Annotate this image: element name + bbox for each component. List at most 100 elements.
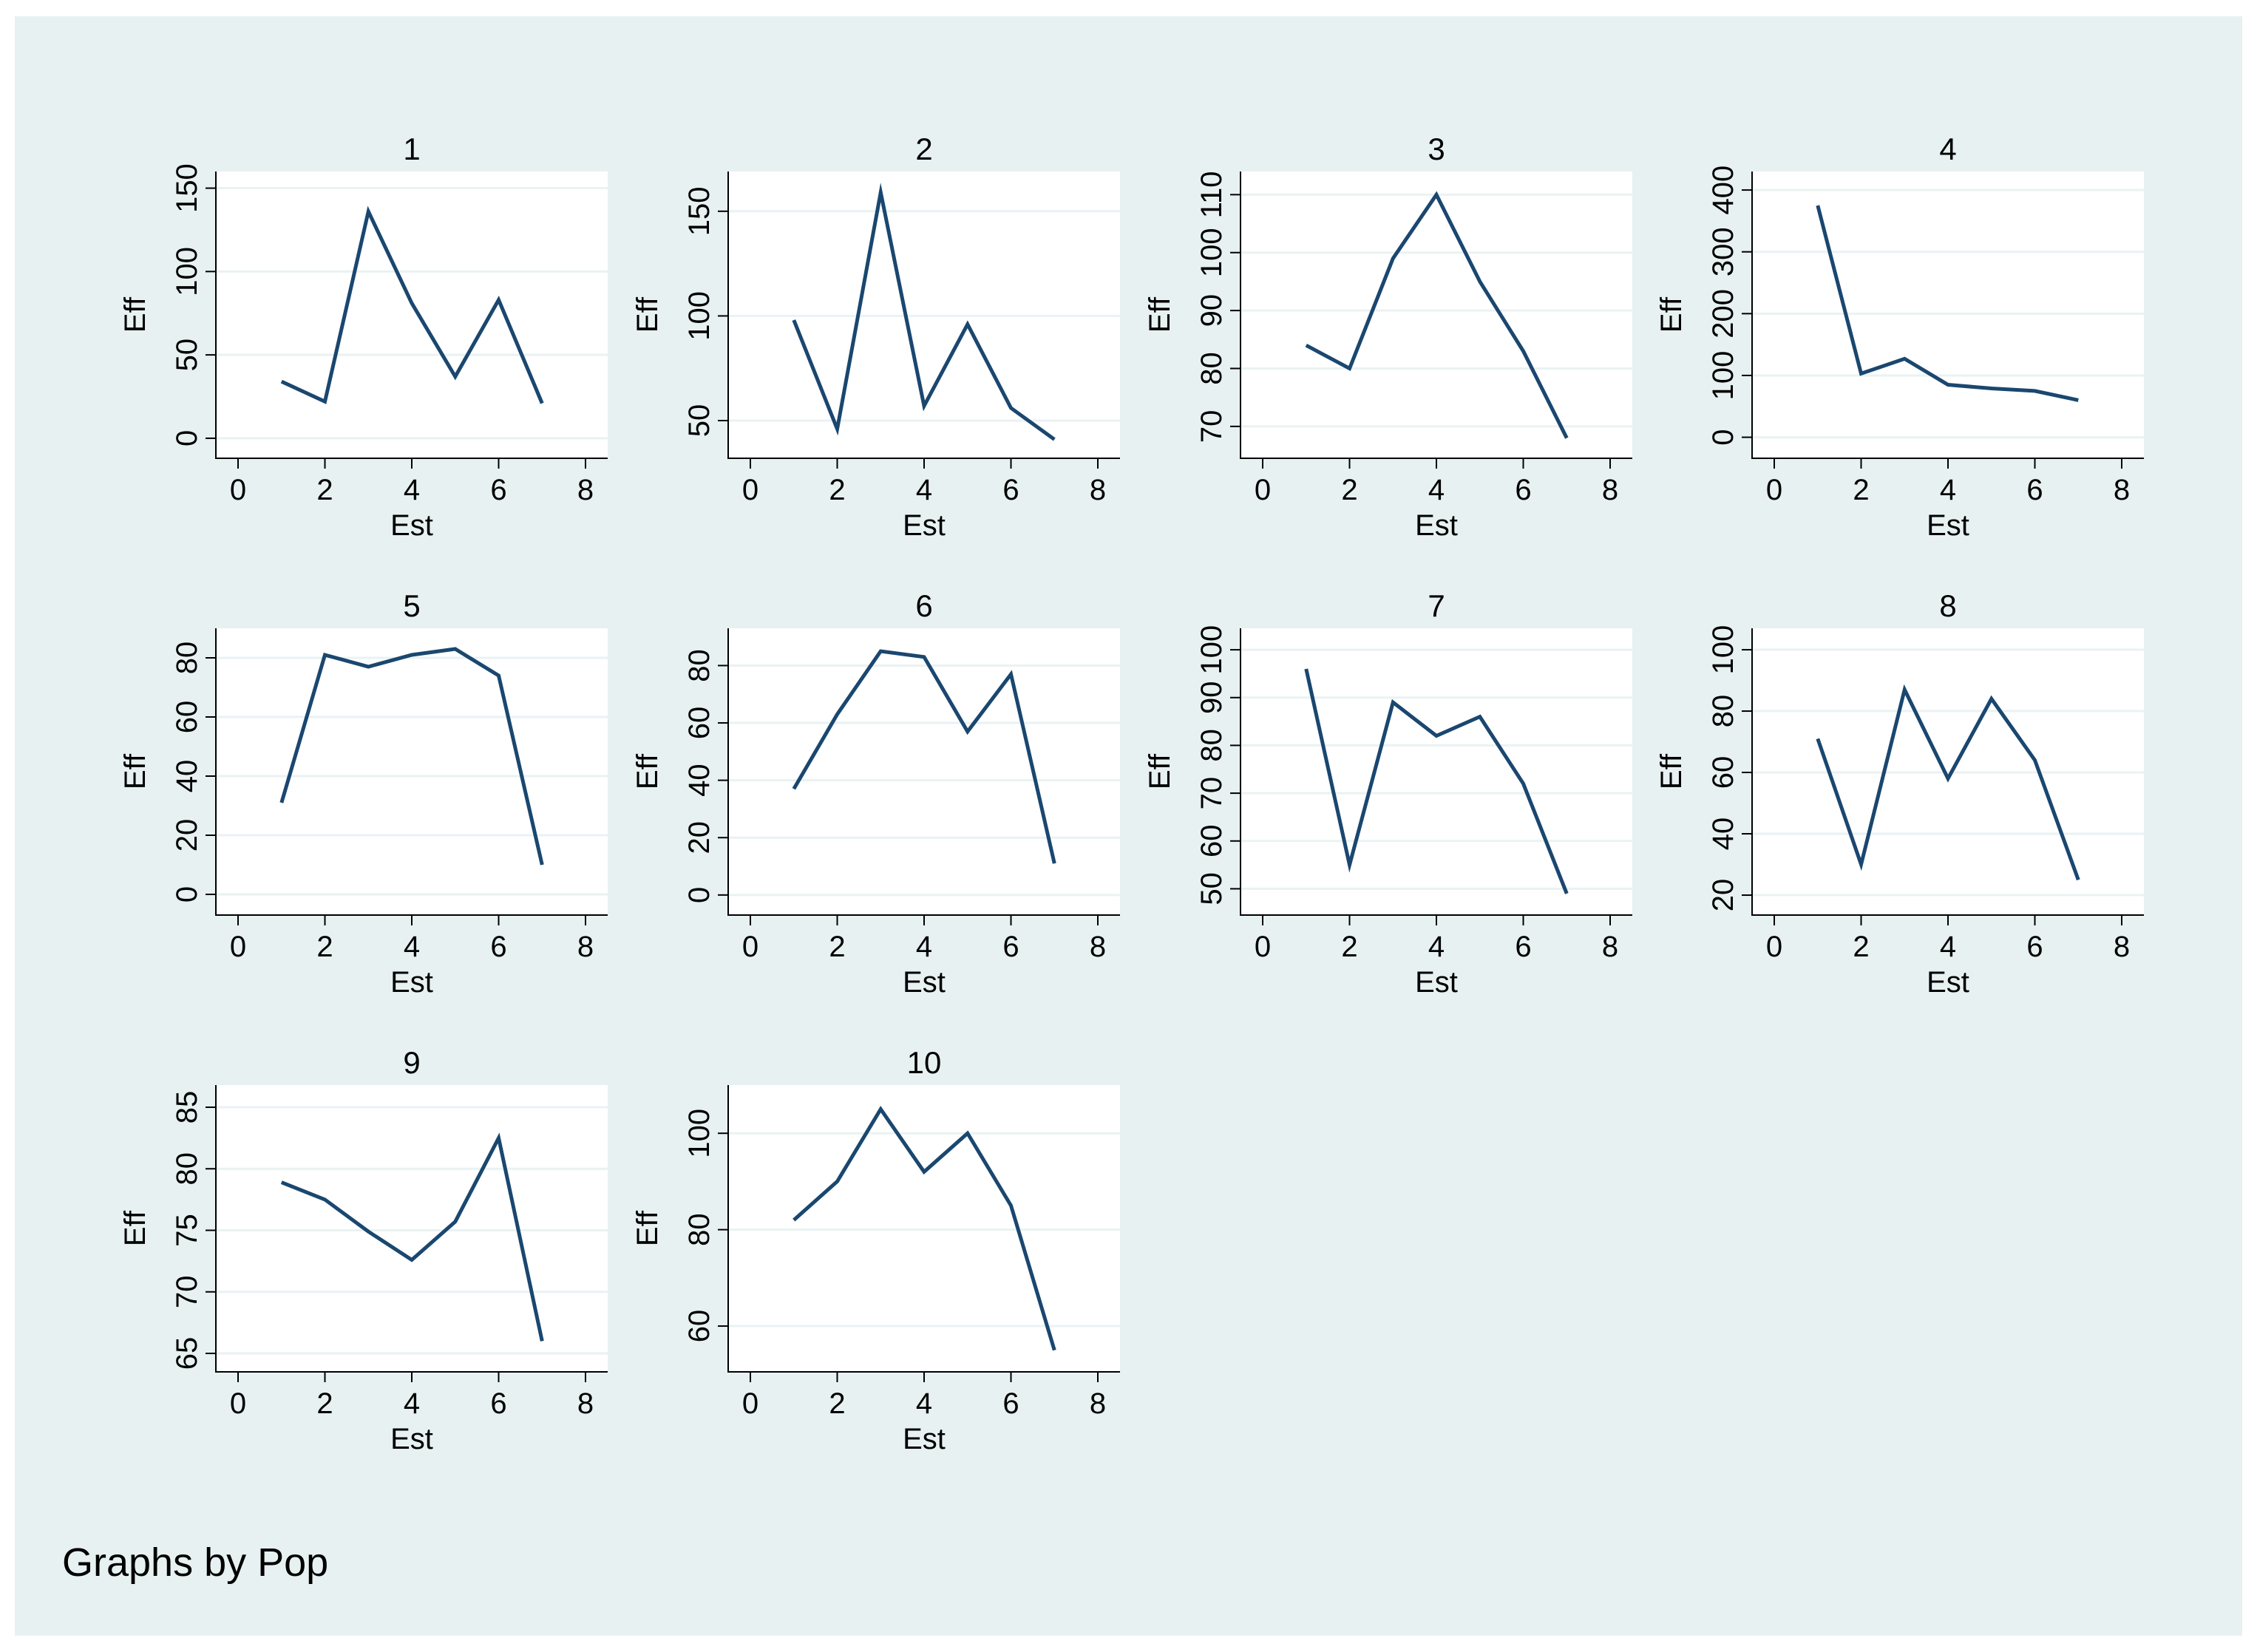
- data-point: [498, 1137, 500, 1140]
- y-tick-label: 80: [683, 649, 716, 682]
- x-tick-label: 8: [577, 931, 594, 963]
- y-tick-label: 0: [171, 430, 203, 446]
- data-point: [454, 647, 457, 650]
- data-point: [1816, 737, 1819, 740]
- y-tick-label: 200: [1707, 289, 1740, 339]
- x-tick-label: 6: [2026, 474, 2043, 506]
- panel-2: 0 2 4 6 8 50 100 150 2 Est Eff: [631, 132, 1120, 542]
- y-tick-label: 80: [1195, 352, 1228, 384]
- data-point: [1479, 280, 1482, 283]
- x-tick-label: 2: [1341, 474, 1357, 506]
- y-tick-label: 20: [1707, 879, 1740, 912]
- x-tick-label: 8: [577, 1387, 594, 1420]
- x-tick-label: 6: [1515, 931, 1531, 963]
- x-tick-label: 2: [1853, 931, 1869, 963]
- x-tick-label: 4: [1428, 931, 1445, 963]
- data-point: [367, 1230, 370, 1233]
- data-point: [1435, 735, 1438, 738]
- y-tick-label: 70: [1195, 410, 1228, 443]
- y-tick-label: 50: [1195, 872, 1228, 905]
- x-tick-label: 4: [404, 931, 420, 963]
- data-point: [1391, 701, 1394, 704]
- y-axis-title: Eff: [631, 1210, 664, 1246]
- panel-title: 9: [403, 1045, 420, 1080]
- data-point: [1305, 667, 1308, 670]
- x-axis-title: Est: [1927, 966, 1969, 999]
- y-tick-label: 60: [1707, 756, 1740, 789]
- data-point: [1990, 387, 1993, 390]
- data-point: [1010, 673, 1013, 676]
- data-point: [280, 1181, 283, 1184]
- y-tick-label: 40: [683, 764, 716, 797]
- data-point: [1565, 437, 1568, 440]
- x-tick-label: 2: [829, 931, 845, 963]
- series-line: [792, 183, 1056, 441]
- y-tick-label: 0: [683, 887, 716, 903]
- x-tick-label: 6: [2026, 931, 2043, 963]
- data-point: [1903, 688, 1906, 691]
- data-point: [454, 1220, 457, 1223]
- y-tick-label: 40: [171, 760, 203, 793]
- x-tick-label: 4: [916, 474, 932, 506]
- plot-area: [1752, 171, 2144, 458]
- y-tick-label: 75: [171, 1214, 203, 1247]
- y-tick-label: 150: [683, 186, 716, 236]
- y-tick-label: 100: [171, 247, 203, 296]
- data-point: [1522, 350, 1525, 353]
- panel-title: 1: [403, 132, 420, 166]
- data-point: [1305, 344, 1308, 347]
- data-point: [879, 1108, 882, 1111]
- series-line: [280, 205, 544, 404]
- x-axis-title: Est: [1927, 509, 1969, 542]
- data-point: [540, 1339, 543, 1342]
- data-point: [966, 323, 969, 326]
- panel-8: 0 2 4 6 8 20 40 60 80 100 8 Est Eff: [1655, 588, 2144, 999]
- y-axis-title: Eff: [119, 296, 152, 333]
- x-tick-label: 2: [316, 474, 333, 506]
- y-tick-label: 20: [171, 819, 203, 852]
- x-axis-title: Est: [903, 509, 946, 542]
- data-point: [367, 210, 370, 213]
- y-tick-label: 400: [1707, 166, 1740, 215]
- y-tick-label: 100: [1707, 351, 1740, 401]
- data-point: [410, 1258, 413, 1261]
- x-tick-label: 8: [1090, 931, 1106, 963]
- series-line: [1816, 684, 2080, 881]
- data-point: [836, 1180, 839, 1183]
- x-tick-label: 2: [1341, 931, 1357, 963]
- x-tick-label: 4: [1428, 474, 1445, 506]
- y-axis-title: Eff: [119, 1210, 152, 1246]
- y-tick-label: 60: [683, 707, 716, 740]
- data-point: [1010, 407, 1013, 409]
- x-axis-title: Est: [390, 509, 433, 542]
- y-tick-label: 150: [171, 163, 203, 213]
- data-point: [540, 402, 543, 405]
- x-tick-label: 0: [742, 931, 758, 963]
- y-tick-label: 65: [171, 1337, 203, 1370]
- y-tick-label: 70: [171, 1276, 203, 1309]
- data-point: [836, 427, 839, 430]
- x-axis-title: Est: [1415, 966, 1458, 999]
- y-tick-label: 60: [683, 1310, 716, 1343]
- x-tick-label: 8: [2114, 931, 2130, 963]
- x-tick-label: 8: [1602, 474, 1618, 506]
- panel-7: 0 2 4 6 8 50 60 70 80 90 100 7 Est Eff: [1144, 588, 1632, 999]
- panel-title: 6: [915, 588, 932, 623]
- x-tick-label: 0: [1255, 474, 1271, 506]
- data-point: [1053, 438, 1056, 441]
- x-tick-label: 4: [1940, 931, 1956, 963]
- plot-area: [728, 628, 1120, 915]
- x-tick-label: 8: [1602, 931, 1618, 963]
- plot-area: [1240, 171, 1632, 458]
- x-tick-label: 0: [230, 474, 246, 506]
- y-axis-title: Eff: [1655, 753, 1688, 789]
- panel-title: 7: [1428, 588, 1445, 623]
- x-axis-title: Est: [1415, 509, 1458, 542]
- panel-title: 10: [907, 1045, 942, 1080]
- data-point: [879, 650, 882, 653]
- x-tick-label: 0: [742, 474, 758, 506]
- x-tick-label: 0: [230, 931, 246, 963]
